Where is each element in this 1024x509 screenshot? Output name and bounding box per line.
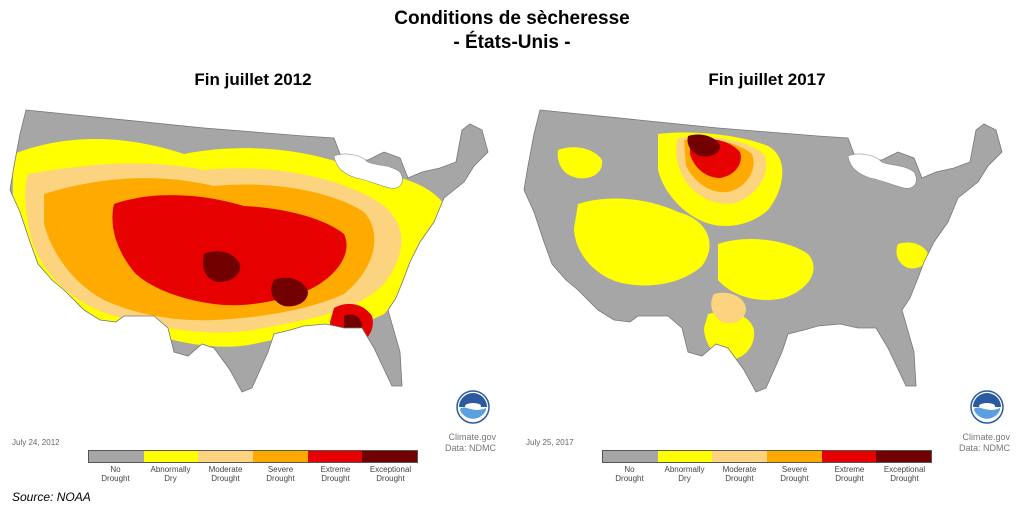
legend-swatch-moderate	[712, 451, 768, 462]
legend-label: No Drought	[101, 465, 130, 483]
legend-labels-2012: No Drought Abnormally Dry Moderate Drought …	[88, 465, 418, 483]
drought-moderate-2017-south	[711, 292, 746, 324]
map-area-2017: July 25, 2017 Climate.gov Data: NDMC No D…	[518, 94, 1016, 490]
legend-swatch-severe	[253, 451, 308, 462]
legend-colorbar-2017	[602, 450, 932, 463]
map-date-2012: July 24, 2012	[12, 438, 60, 447]
legend-label: Abnormally Dry	[664, 465, 705, 483]
drought-abnormally-dry-2017-west	[574, 198, 710, 286]
legend-label: Abnormally Dry	[150, 465, 191, 483]
legend-swatch-moderate	[198, 451, 254, 462]
legend-colorbar-2012	[88, 450, 418, 463]
map-area-2012: July 24, 2012 Climate.gov Data: NDMC No D…	[4, 94, 502, 490]
legend-label: Extreme Drought	[320, 465, 351, 483]
legend-swatch-extreme	[307, 451, 363, 462]
great-lakes-2012	[333, 153, 403, 189]
map-date-2017: July 25, 2017	[526, 438, 574, 447]
legend-swatch-abnormal	[657, 451, 713, 462]
noaa-logo-icon	[970, 390, 1004, 424]
us-outline-2017	[523, 109, 1003, 393]
legend-2017: No Drought Abnormally Dry Moderate Drought …	[602, 450, 932, 490]
us-drought-map-2012	[9, 109, 489, 393]
legend-2012: No Drought Abnormally Dry Moderate Drought …	[88, 450, 418, 490]
great-lakes-2017	[847, 153, 917, 189]
legend-label: Moderate Drought	[208, 465, 243, 483]
drought-extreme-2012	[112, 195, 347, 306]
legend-label: No Drought	[615, 465, 644, 483]
map-panel-2012: Fin juillet 2012	[4, 68, 502, 492]
main-title: Conditions de sècheresse	[394, 8, 630, 29]
drought-exceptional-2012b	[271, 277, 308, 307]
main-subtitle: - États-Unis -	[453, 32, 571, 53]
map-credit-2017: Climate.gov Data: NDMC	[958, 432, 1010, 453]
legend-swatch-none	[603, 451, 658, 462]
legend-swatch-exceptional	[362, 451, 418, 462]
legend-label: Exceptional Drought	[369, 465, 412, 483]
legend-label: Exceptional Drought	[883, 465, 926, 483]
legend-swatch-none	[89, 451, 144, 462]
us-outline-2012	[9, 109, 489, 393]
drought-abnormally-dry-2017-nw	[557, 147, 603, 179]
drought-exceptional-2017	[687, 134, 720, 157]
map-title-2012: Fin juillet 2012	[194, 70, 312, 89]
map-credit-2012: Climate.gov Data: NDMC	[444, 432, 496, 453]
legend-label: Severe Drought	[780, 465, 809, 483]
legend-swatch-extreme	[821, 451, 877, 462]
us-drought-map-2017	[523, 109, 1003, 393]
source-note: Source: NOAA	[12, 490, 91, 504]
drought-abnormally-dry-2017-east	[896, 242, 929, 269]
legend-swatch-severe	[767, 451, 822, 462]
noaa-logo-icon	[456, 390, 490, 424]
drought-abnormally-dry-2017-central	[718, 239, 814, 300]
drought-exceptional-2012	[202, 251, 241, 282]
legend-labels-2017: No Drought Abnormally Dry Moderate Drought …	[602, 465, 932, 483]
legend-label: Moderate Drought	[722, 465, 757, 483]
legend-swatch-exceptional	[876, 451, 932, 462]
legend-swatch-abnormal	[143, 451, 199, 462]
legend-label: Severe Drought	[266, 465, 295, 483]
map-panel-2017: Fin juillet 2017	[518, 68, 1016, 492]
map-title-2017: Fin juillet 2017	[708, 70, 826, 89]
legend-label: Extreme Drought	[834, 465, 865, 483]
